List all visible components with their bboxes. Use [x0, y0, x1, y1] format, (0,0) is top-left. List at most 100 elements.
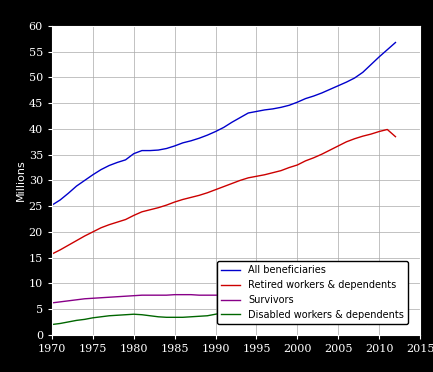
Title: Number of Beneficiaries: Number of Beneficiaries: [122, 7, 350, 25]
Disabled workers & dependents: [278, 302, 284, 307]
All beneficiaries: [98, 167, 103, 172]
Disabled workers & dependents: [336, 291, 341, 295]
All beneficiaries: [90, 173, 95, 177]
All beneficiaries: [270, 107, 275, 111]
All beneficiaries: [172, 144, 177, 148]
All beneficiaries: [139, 148, 145, 153]
All beneficiaries: [213, 129, 218, 134]
All beneficiaries: [115, 160, 120, 165]
Survivors: [368, 299, 374, 304]
Retired workers & dependents: [270, 170, 275, 175]
Survivors: [188, 292, 194, 297]
Retired workers & dependents: [82, 234, 87, 238]
Survivors: [107, 295, 112, 299]
Retired workers & dependents: [115, 220, 120, 224]
Disabled workers & dependents: [377, 284, 382, 288]
Disabled workers & dependents: [360, 287, 365, 291]
Disabled workers & dependents: [66, 320, 71, 324]
All beneficiaries: [205, 133, 210, 137]
Retired workers & dependents: [303, 158, 308, 163]
Disabled workers & dependents: [319, 295, 324, 299]
Retired workers & dependents: [49, 252, 55, 256]
All beneficiaries: [385, 48, 390, 52]
All beneficiaries: [82, 178, 87, 183]
Survivors: [82, 296, 87, 301]
Retired workers & dependents: [66, 243, 71, 247]
Retired workers & dependents: [360, 134, 365, 138]
Line: All beneficiaries: All beneficiaries: [52, 42, 395, 205]
Retired workers & dependents: [246, 176, 251, 180]
Retired workers & dependents: [295, 163, 300, 167]
Survivors: [287, 295, 292, 300]
Retired workers & dependents: [278, 169, 284, 173]
Survivors: [237, 293, 242, 297]
All beneficiaries: [180, 141, 185, 145]
Disabled workers & dependents: [156, 315, 161, 319]
All beneficiaries: [368, 62, 374, 67]
All beneficiaries: [58, 198, 63, 202]
Y-axis label: Millions: Millions: [16, 160, 26, 201]
Retired workers & dependents: [131, 213, 136, 218]
All beneficiaries: [188, 138, 194, 143]
Disabled workers & dependents: [237, 307, 242, 311]
Disabled workers & dependents: [188, 315, 194, 319]
Survivors: [98, 295, 103, 300]
All beneficiaries: [197, 136, 202, 141]
All beneficiaries: [319, 91, 324, 95]
All beneficiaries: [156, 148, 161, 152]
Disabled workers & dependents: [303, 299, 308, 303]
Survivors: [377, 300, 382, 305]
Survivors: [213, 293, 218, 297]
Survivors: [229, 293, 235, 297]
Retired workers & dependents: [237, 178, 242, 183]
Disabled workers & dependents: [262, 304, 267, 309]
All beneficiaries: [295, 100, 300, 105]
Retired workers & dependents: [327, 148, 333, 152]
All beneficiaries: [360, 70, 365, 74]
Retired workers & dependents: [139, 209, 145, 214]
Line: Retired workers & dependents: Retired workers & dependents: [52, 129, 395, 254]
Survivors: [221, 293, 226, 297]
Disabled workers & dependents: [172, 315, 177, 320]
Survivors: [360, 299, 365, 304]
Disabled workers & dependents: [90, 315, 95, 320]
Survivors: [303, 296, 308, 301]
Survivors: [393, 301, 398, 306]
Disabled workers & dependents: [287, 301, 292, 306]
Survivors: [156, 293, 161, 297]
Survivors: [197, 293, 202, 297]
Disabled workers & dependents: [98, 315, 103, 319]
Retired workers & dependents: [164, 203, 169, 207]
All beneficiaries: [221, 125, 226, 130]
All beneficiaries: [278, 105, 284, 110]
Line: Survivors: Survivors: [52, 295, 395, 304]
Disabled workers & dependents: [164, 315, 169, 320]
Survivors: [115, 295, 120, 299]
Retired workers & dependents: [98, 225, 103, 230]
Retired workers & dependents: [188, 195, 194, 200]
Disabled workers & dependents: [180, 315, 185, 320]
All beneficiaries: [287, 103, 292, 108]
All beneficiaries: [262, 108, 267, 112]
Survivors: [66, 299, 71, 303]
All beneficiaries: [336, 83, 341, 88]
Survivors: [270, 294, 275, 298]
Disabled workers & dependents: [58, 321, 63, 326]
Disabled workers & dependents: [107, 314, 112, 318]
Retired workers & dependents: [254, 174, 259, 179]
Survivors: [139, 293, 145, 297]
All beneficiaries: [49, 203, 55, 207]
Disabled workers & dependents: [221, 311, 226, 315]
Retired workers & dependents: [74, 238, 79, 243]
Survivors: [148, 293, 153, 297]
Disabled workers & dependents: [254, 305, 259, 309]
Retired workers & dependents: [148, 208, 153, 212]
Disabled workers & dependents: [139, 312, 145, 317]
Survivors: [311, 297, 316, 302]
Retired workers & dependents: [368, 132, 374, 136]
Survivors: [385, 301, 390, 305]
All beneficiaries: [131, 151, 136, 156]
Retired workers & dependents: [221, 185, 226, 189]
All beneficiaries: [377, 55, 382, 59]
Survivors: [123, 294, 128, 298]
